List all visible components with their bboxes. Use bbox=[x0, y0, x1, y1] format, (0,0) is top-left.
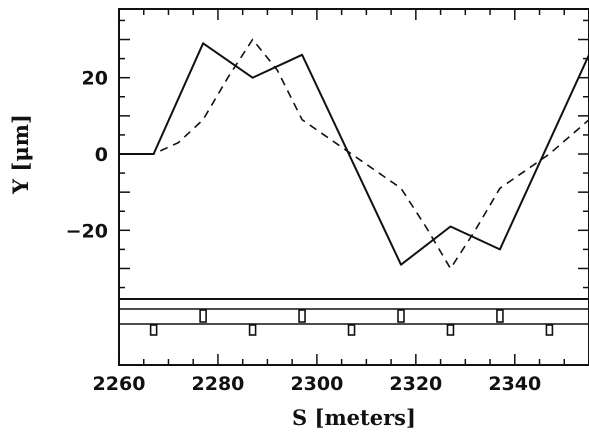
main-plot bbox=[118, 8, 589, 300]
series-dashed-line bbox=[119, 38, 589, 270]
lattice-element-lower bbox=[347, 324, 356, 336]
lattice-elements bbox=[149, 309, 554, 336]
series-solid-line bbox=[119, 42, 589, 266]
lattice-element-lower bbox=[248, 324, 257, 336]
x-tick-label: 2320 bbox=[389, 373, 442, 395]
lattice-panel bbox=[118, 298, 589, 366]
lattice-element-upper bbox=[397, 309, 405, 323]
y-tick-label: −20 bbox=[66, 220, 108, 242]
x-tick-label: 2340 bbox=[488, 373, 541, 395]
lattice-element-upper bbox=[298, 309, 306, 323]
lattice-element-lower bbox=[149, 324, 158, 336]
y-axis-tick-labels: −20 0 20 bbox=[66, 68, 108, 243]
y-tick-label: 0 bbox=[95, 144, 108, 166]
x-axis-ticks bbox=[118, 354, 589, 365]
lattice-element-upper bbox=[199, 309, 207, 323]
x-tick-label: 2280 bbox=[192, 373, 245, 395]
x-tick-label: 2300 bbox=[290, 373, 343, 395]
y-tick-label: 20 bbox=[82, 68, 108, 90]
x-tick-label: 2260 bbox=[93, 373, 146, 395]
y-axis-ticks bbox=[119, 19, 589, 289]
x-axis-ticks-top bbox=[118, 9, 589, 20]
x-axis-label: S [meters] bbox=[292, 405, 416, 430]
lattice-element-lower bbox=[545, 324, 554, 336]
series-group bbox=[119, 38, 589, 270]
plot-frame bbox=[118, 8, 589, 300]
lattice-element-lower bbox=[446, 324, 455, 336]
x-axis-tick-labels: 2260 2280 2300 2320 2340 bbox=[93, 373, 542, 395]
lattice-element-upper bbox=[496, 309, 504, 323]
y-axis-label: Y [μm] bbox=[8, 114, 33, 195]
lattice-frame bbox=[118, 298, 589, 366]
